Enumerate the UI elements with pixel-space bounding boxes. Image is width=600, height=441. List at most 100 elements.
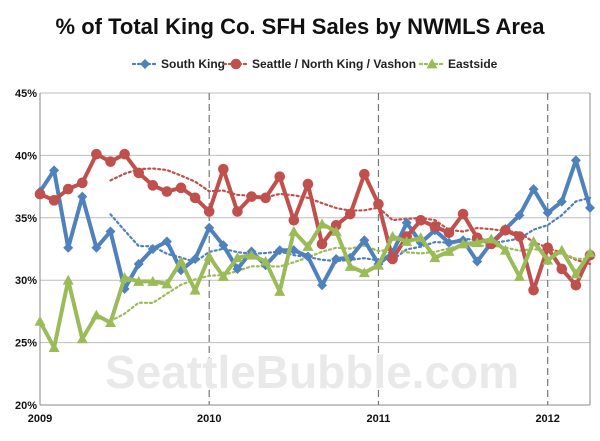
x-tick-label: 2010 [197, 413, 221, 425]
seattle-north-king-vashon-data-point [556, 263, 568, 275]
seattle-north-king-vashon-data-point [302, 178, 314, 190]
eastside-data-point [542, 254, 554, 265]
seattle-north-king-vashon-data-point [175, 182, 187, 194]
south-king-data-point [514, 210, 525, 221]
eastside-data-point [90, 309, 102, 320]
seattle-north-king-vashon-data-point [133, 167, 145, 179]
eastside-data-point [76, 333, 88, 344]
seattle-north-king-vashon-data-point [91, 148, 102, 160]
watermark-text: SeattleBubble.com [105, 346, 519, 398]
south-king-data-point [317, 280, 328, 291]
seattle-north-king-vashon-data-point [105, 156, 116, 167]
south-king-data-point [472, 256, 483, 267]
south-king-trendline [109, 196, 592, 264]
eastside-series-line [38, 222, 592, 350]
legend-label-eastside: Eastside [448, 57, 498, 71]
x-tick-label: 2009 [28, 413, 52, 425]
south-king-data-point [105, 226, 116, 237]
eastside-data-point [358, 267, 370, 278]
seattle-north-king-vashon-data-point [316, 238, 328, 250]
south-king-data-point [274, 245, 285, 256]
eastside-data-point [485, 233, 497, 244]
eastside-data-point [344, 260, 356, 271]
eastside-data-point [34, 315, 46, 326]
seattle-north-king-vashon-data-point [161, 186, 173, 197]
south-king-data-point [77, 191, 88, 202]
eastside-data-point [330, 226, 342, 236]
seattle-north-king-vashon-series-line [39, 152, 592, 293]
south-king-data-point [401, 217, 412, 228]
y-tick-label: 40% [15, 150, 37, 162]
seattle-north-king-vashon-data-point [34, 188, 46, 200]
eastside-data-point [147, 275, 159, 286]
south-king-data-point [147, 244, 158, 254]
legend-marker-seattle-north-king-vashon [230, 58, 242, 70]
seattle-north-king-vashon-data-point [542, 242, 553, 254]
south-king-data-point [443, 237, 454, 248]
eastside-data-point [457, 238, 469, 249]
south-king-data-point [556, 196, 567, 207]
y-tick-label: 45% [15, 88, 37, 100]
eastside-data-point [133, 275, 145, 286]
seattle-north-king-vashon-data-point [218, 163, 229, 175]
seattle-north-king-vashon-data-point [500, 224, 511, 236]
eastside-data-point [415, 232, 427, 243]
south-king-data-point [204, 222, 215, 233]
y-tick-label: 35% [15, 213, 37, 225]
seattle-north-king-vashon-data-point [373, 198, 384, 210]
eastside-data-point [119, 272, 131, 283]
legend-marker-eastside [426, 58, 438, 69]
chart-title: % of Total King Co. SFH Sales by NWMLS A… [56, 14, 546, 39]
seattle-north-king-vashon-data-point [288, 214, 300, 226]
seattle-north-king-vashon-data-point [147, 180, 159, 191]
eastside-data-point [513, 270, 525, 281]
seattle-north-king-vashon-data-point [48, 195, 60, 206]
eastside-data-point [528, 236, 540, 246]
eastside-data-point [203, 250, 215, 261]
seattle-north-king-vashon-data-point [514, 231, 525, 242]
south-king-data-point [91, 242, 102, 253]
south-king-data-point [359, 235, 370, 246]
seattle-north-king-vashon-data-point [62, 183, 74, 195]
y-tick-label: 20% [15, 400, 37, 412]
eastside-data-point [387, 231, 399, 241]
seattle-north-king-vashon-data-point [77, 177, 88, 189]
eastside-data-point [231, 252, 243, 263]
eastside-data-point [288, 226, 300, 236]
eastside-data-point [246, 249, 258, 260]
legend-label-south-king: South King [161, 57, 225, 71]
y-tick-label: 30% [15, 275, 37, 287]
eastside-data-point [570, 268, 582, 279]
seattle-north-king-vashon-data-point [203, 206, 215, 217]
seattle-north-king-vashon-data-point [528, 284, 539, 296]
eastside-data-point [556, 244, 568, 255]
y-tick-label: 25% [15, 338, 37, 350]
eastside-data-point [302, 241, 314, 251]
seattle-north-king-vashon-data-point [232, 206, 243, 217]
eastside-data-point [161, 278, 173, 289]
south-king-series-line [38, 158, 592, 291]
south-king-data-point [49, 165, 60, 176]
seattle-north-king-vashon-data-point [359, 168, 370, 180]
eastside-data-point [105, 317, 117, 328]
eastside-data-point [189, 284, 201, 295]
plot-area: 20% 25% 30% 35% 40% 45% 2009 2010 2011 2012 Seattl… [15, 88, 596, 425]
eastside-data-point [443, 245, 455, 256]
south-king-data-point [542, 207, 553, 218]
eastside-data-point [372, 259, 384, 270]
eastside-data-point [429, 252, 441, 263]
south-king-data-point [161, 236, 172, 247]
legend-marker-south-king [140, 59, 150, 69]
seattle-north-king-vashon-data-point [457, 208, 469, 220]
eastside-data-point [499, 244, 511, 255]
seattle-north-king-vashon-data-point [344, 208, 356, 220]
eastside-data-point [274, 285, 286, 296]
seattle-north-king-vashon-data-point [443, 227, 455, 239]
seattle-north-king-vashon-data-point [246, 191, 257, 202]
legend: South King Seattle / North King / Vashon E… [131, 57, 498, 71]
eastside-data-point [401, 236, 413, 246]
south-king-data-point [302, 251, 313, 262]
seattle-north-king-vashon-data-point [260, 192, 271, 204]
